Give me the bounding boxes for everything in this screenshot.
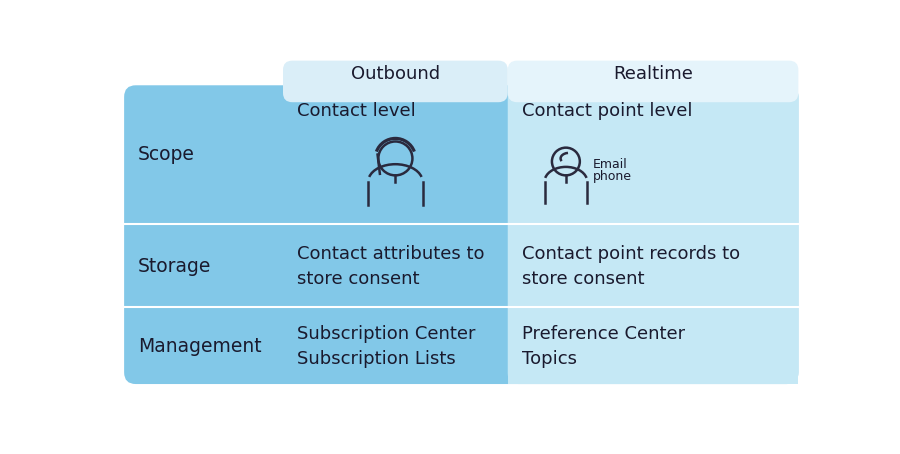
FancyBboxPatch shape [283, 61, 508, 102]
Text: Contact point records to
store consent: Contact point records to store consent [522, 245, 740, 288]
FancyBboxPatch shape [124, 85, 798, 384]
Text: Realtime: Realtime [613, 65, 693, 83]
Text: Scope: Scope [138, 145, 195, 164]
Text: Storage: Storage [138, 257, 212, 276]
FancyBboxPatch shape [508, 85, 798, 384]
Text: Contact point level: Contact point level [522, 102, 692, 120]
Text: Email: Email [593, 158, 628, 171]
Text: Contact level: Contact level [297, 102, 416, 120]
Text: Outbound: Outbound [351, 65, 440, 83]
Text: phone: phone [593, 170, 632, 183]
Text: Management: Management [138, 337, 262, 356]
FancyBboxPatch shape [508, 61, 798, 102]
Text: Preference Center
Topics: Preference Center Topics [522, 325, 685, 368]
Bar [508, 85, 798, 384]
Text: Contact attributes to
store consent: Contact attributes to store consent [297, 245, 484, 288]
Text: Subscription Center
Subscription Lists: Subscription Center Subscription Lists [297, 325, 475, 368]
